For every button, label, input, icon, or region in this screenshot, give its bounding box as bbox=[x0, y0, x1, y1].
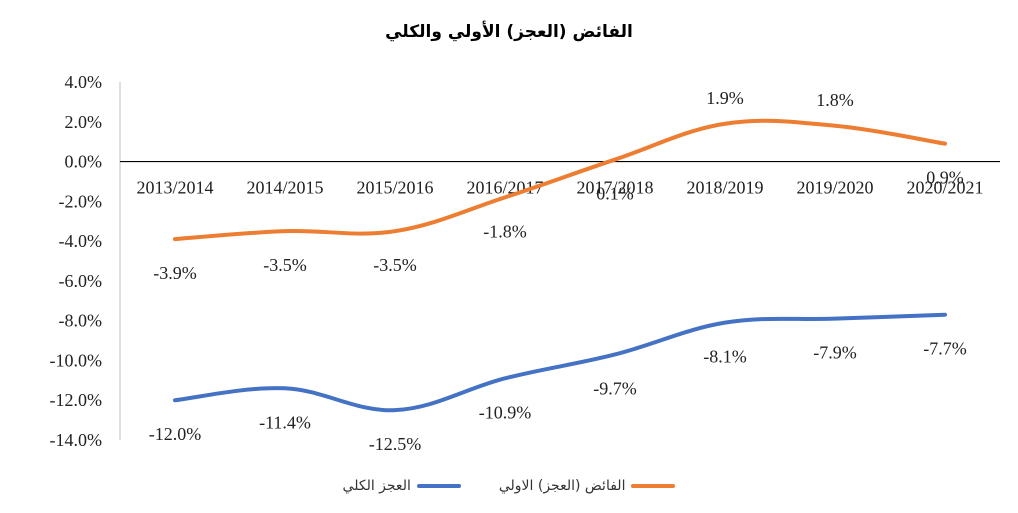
legend-label-total: العجز الكلي bbox=[342, 478, 411, 494]
y-tick-label: -4.0% bbox=[59, 231, 103, 251]
legend-swatch-total bbox=[416, 484, 461, 488]
data-label-total: -11.4% bbox=[259, 412, 311, 432]
y-tick-label: -10.0% bbox=[50, 350, 103, 370]
y-tick-label: -6.0% bbox=[59, 271, 103, 291]
y-tick-label: 4.0% bbox=[65, 72, 103, 92]
x-tick-label: 2017/2018 bbox=[576, 178, 653, 198]
data-label-total: -8.1% bbox=[703, 347, 747, 367]
x-tick-label: 2018/2019 bbox=[686, 178, 763, 198]
data-label-primary: -3.5% bbox=[373, 255, 417, 275]
data-label-total: -9.7% bbox=[593, 378, 637, 398]
data-label-total: -7.9% bbox=[813, 343, 857, 363]
x-tick-label: 2020/2021 bbox=[906, 178, 983, 198]
data-label-primary: -3.9% bbox=[153, 263, 197, 283]
y-tick-label: -14.0% bbox=[50, 430, 103, 450]
data-label-primary: 0.1% bbox=[596, 184, 634, 204]
data-label-primary: -1.8% bbox=[483, 221, 527, 241]
y-tick-label: 2.0% bbox=[65, 112, 103, 132]
legend: الفائض (العجز) الاولي العجز الكلي bbox=[0, 478, 1018, 494]
data-label-total: -10.9% bbox=[479, 402, 532, 422]
data-label-total: -12.0% bbox=[149, 424, 202, 444]
legend-item-total: العجز الكلي bbox=[343, 478, 461, 494]
x-tick-label: 2014/2015 bbox=[246, 178, 323, 198]
x-tick-label: 2019/2020 bbox=[796, 178, 873, 198]
legend-label-primary: الفائض (العجز) الاولي bbox=[498, 478, 626, 494]
data-label-total: -12.5% bbox=[369, 434, 422, 454]
legend-swatch-primary bbox=[631, 484, 676, 488]
x-tick-label: 2015/2016 bbox=[356, 178, 433, 198]
data-label-primary: -3.5% bbox=[263, 255, 307, 275]
data-label-primary: 1.8% bbox=[816, 90, 854, 110]
y-tick-label: -12.0% bbox=[50, 390, 103, 410]
series-line-primary bbox=[173, 118, 947, 242]
x-tick-label: 2013/2014 bbox=[136, 178, 213, 198]
y-tick-label: -8.0% bbox=[59, 311, 103, 331]
y-tick-label: -2.0% bbox=[59, 191, 103, 211]
chart-title: الفائض (العجز) الأولي والكلي bbox=[385, 22, 633, 42]
legend-item-primary: الفائض (العجز) الاولي bbox=[499, 478, 676, 494]
data-label-total: -7.7% bbox=[923, 339, 967, 359]
data-label-primary: 0.9% bbox=[926, 168, 964, 188]
series-line-total bbox=[173, 312, 947, 413]
data-label-primary: 1.9% bbox=[706, 88, 744, 108]
y-tick-label: 0.0% bbox=[65, 152, 103, 172]
